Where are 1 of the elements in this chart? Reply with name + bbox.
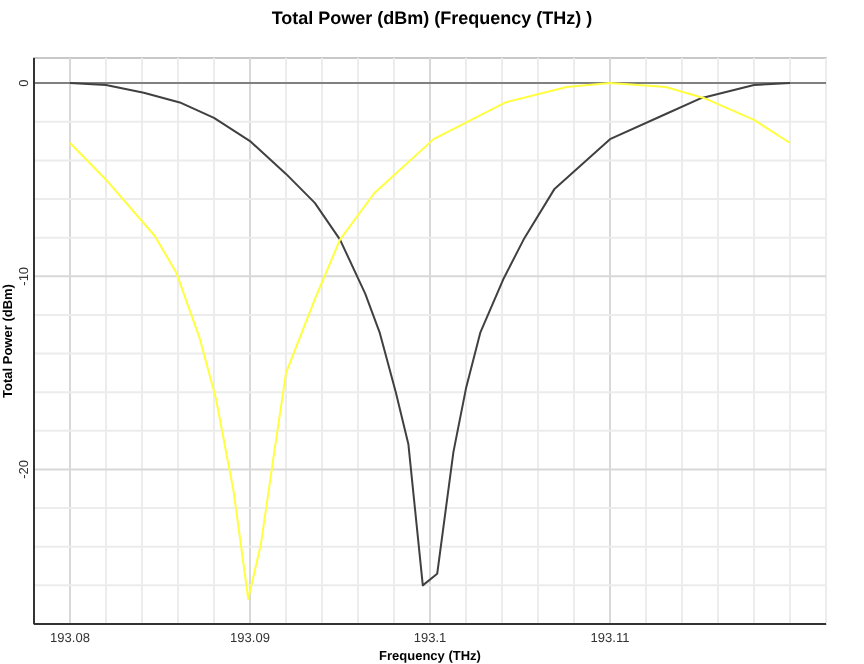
chart-title: Total Power (dBm) (Frequency (THz) ) bbox=[271, 8, 593, 28]
